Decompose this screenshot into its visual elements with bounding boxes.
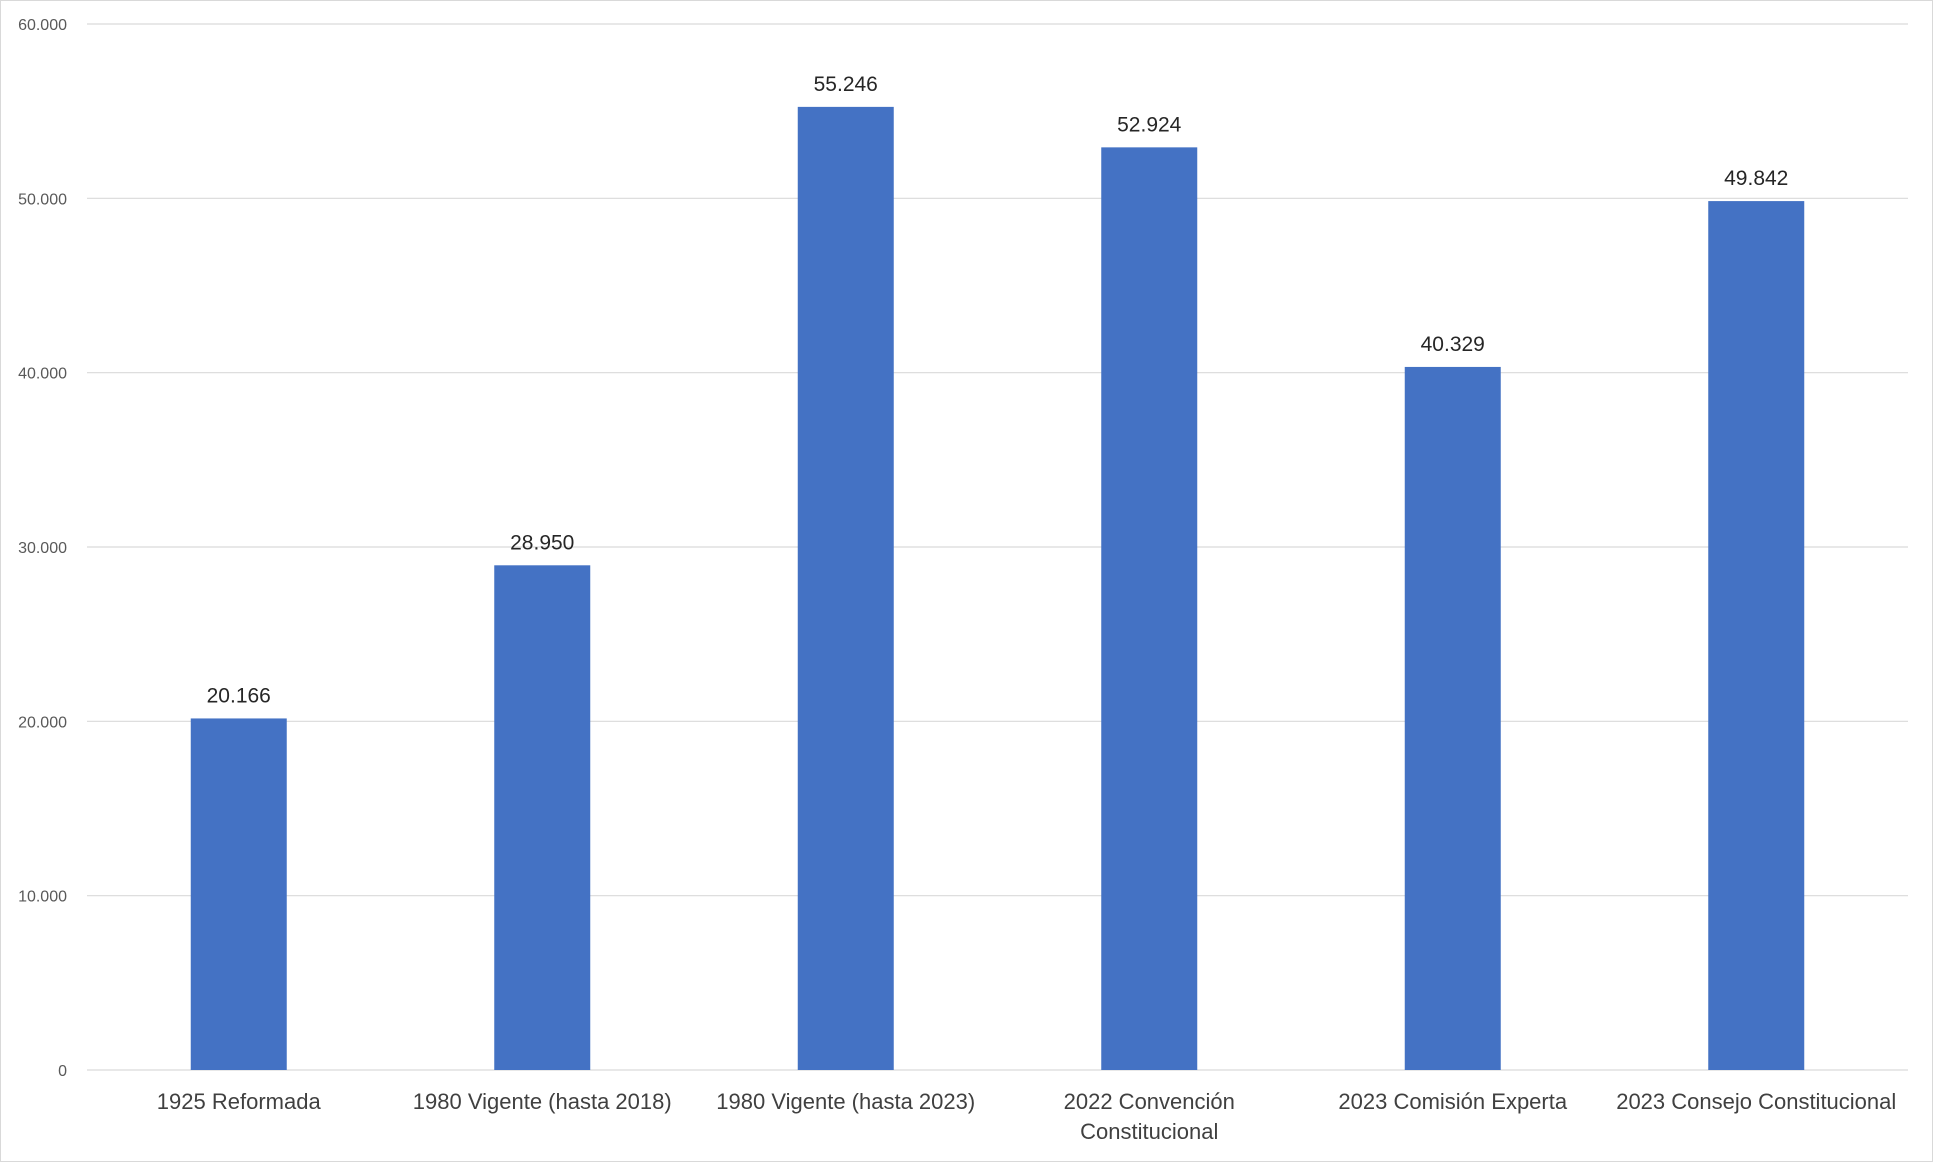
data-label: 49.842	[1724, 167, 1788, 190]
x-axis-tick-labels: 1925 Reformada 1980 Vigente (hasta 2018) 1…	[157, 1089, 1896, 1144]
gridlines	[87, 23, 1908, 1071]
data-label: 55.246	[814, 73, 878, 96]
x-tick-label: 2022 Convención	[1064, 1089, 1235, 1114]
data-label: 40.329	[1421, 333, 1485, 356]
x-tick-label: 1980 Vigente (hasta 2023)	[716, 1089, 975, 1114]
x-tick-label: 2023 Consejo Constitucional	[1616, 1089, 1896, 1114]
x-tick-label: Constitucional	[1080, 1119, 1218, 1144]
y-tick-label: 40.000	[18, 366, 67, 383]
y-tick-label: 10.000	[18, 889, 67, 906]
bar	[190, 718, 287, 1070]
bar	[797, 106, 894, 1071]
x-tick-label: 1925 Reformada	[157, 1089, 322, 1114]
x-tick-label: 2023 Comisión Experta	[1338, 1089, 1567, 1114]
data-label: 28.950	[510, 531, 574, 554]
y-tick-label: 20.000	[18, 714, 67, 731]
bar	[1101, 147, 1198, 1070]
data-label: 20.166	[207, 684, 271, 707]
y-tick-label: 50.000	[18, 191, 67, 208]
y-tick-label: 30.000	[18, 540, 67, 557]
bar	[494, 565, 591, 1070]
bar	[1708, 201, 1805, 1071]
y-tick-label: 0	[58, 1063, 67, 1080]
y-tick-label: 60.000	[18, 17, 67, 34]
data-labels: 20.166 28.950 55.246 52.924 40.329 49.842	[207, 73, 1789, 708]
x-tick-label: 1980 Vigente (hasta 2018)	[413, 1089, 672, 1114]
bars	[190, 106, 1805, 1071]
data-label: 52.924	[1117, 113, 1182, 136]
y-axis-tick-labels: 0 10.000 20.000 30.000 40.000 50.000 60.000	[18, 17, 67, 1080]
bar	[1404, 366, 1501, 1070]
